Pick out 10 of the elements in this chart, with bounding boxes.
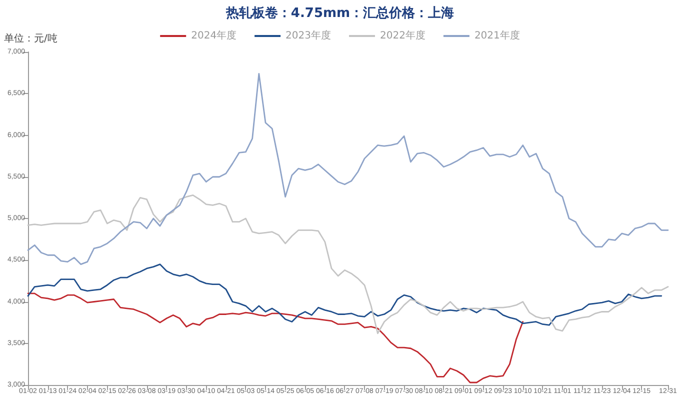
chart-title: 热轧板卷：4.75mm：汇总价格：上海 — [224, 5, 454, 21]
line-series — [27, 72, 669, 265]
line-series — [27, 194, 669, 334]
y-axis-title: 单位：元/吨 — [4, 32, 58, 44]
line-series — [27, 264, 662, 326]
line-series — [27, 292, 524, 384]
legend-label: 2022年度 — [380, 30, 426, 42]
legend-label: 2024年度 — [191, 30, 237, 42]
legend-label: 2021年度 — [474, 30, 520, 42]
legend-label: 2023年度 — [286, 30, 332, 42]
